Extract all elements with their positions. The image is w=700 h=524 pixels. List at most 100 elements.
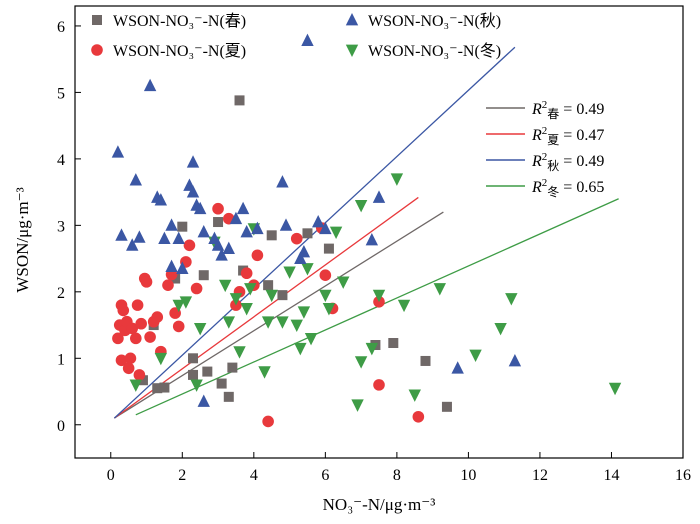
data-point-circle: [240, 267, 253, 280]
data-point-circle: [373, 379, 385, 391]
data-point-triangle-up: [236, 201, 250, 215]
data-point-square: [177, 221, 188, 232]
fit-legend: R2春 = 0.49 R2夏 = 0.47 R2秋 = 0.49 R2冬 = 0.65: [486, 99, 604, 199]
data-point-triangle-up: [133, 230, 146, 243]
data-point-circle: [212, 202, 224, 215]
data-point-triangle-down: [283, 266, 296, 279]
data-point-triangle-down: [179, 296, 193, 309]
data-point-triangle-down: [329, 226, 343, 239]
data-point-triangle-down: [608, 382, 622, 396]
data-point-triangle-up: [193, 201, 207, 215]
data-point-triangle-up: [154, 193, 168, 206]
data-point-triangle-down: [337, 276, 350, 289]
data-point-triangle-down: [505, 293, 518, 306]
legend-label: WSON-NO₃⁻-N(秋): [368, 12, 501, 30]
data-point-circle: [412, 410, 425, 423]
data-point-triangle-up: [115, 228, 128, 241]
data-point-triangle-down: [222, 316, 235, 329]
data-point-square: [188, 369, 199, 380]
data-point-square: [159, 382, 170, 393]
data-point-square: [266, 230, 277, 241]
data-point-triangle-down: [301, 263, 314, 276]
data-point-triangle-up: [508, 353, 522, 367]
data-point-triangle-up: [365, 232, 379, 246]
plot-frame: [74, 5, 684, 459]
data-point-circle: [133, 369, 146, 381]
data-point-square: [234, 95, 245, 106]
data-point-triangle-down: [265, 289, 278, 303]
data-point-square: [302, 228, 313, 239]
data-point-circle: [115, 354, 128, 367]
x-tick-label: 4: [250, 467, 258, 484]
data-point-square: [188, 353, 199, 364]
data-point-square: [137, 375, 148, 386]
fit-legend-label: R2秋 = 0.49: [531, 151, 604, 173]
data-point-triangle-up: [176, 261, 189, 274]
data-point-triangle-down: [365, 342, 379, 356]
y-axis-ticks: 0 1 2 3 4 5 6: [57, 19, 81, 435]
data-point-circle: [124, 352, 137, 365]
data-point-square: [323, 243, 334, 254]
data-point-square: [216, 378, 227, 389]
x-tick-label: 12: [532, 467, 548, 484]
data-point-triangle-up: [319, 221, 332, 235]
data-point-triangle-up: [312, 215, 325, 228]
x-tick-label: 16: [675, 467, 691, 484]
y-tick-label: 0: [57, 418, 65, 435]
data-point-square: [213, 217, 224, 228]
data-point-circle: [162, 279, 174, 291]
data-point-square: [198, 270, 209, 281]
x-axis-label: NO₃⁻-N/μg·m⁻³: [323, 495, 436, 514]
data-point-circle: [151, 311, 164, 323]
data-point-triangle-down: [240, 303, 253, 316]
y-tick-label: 2: [57, 285, 65, 302]
data-point-circle: [112, 332, 124, 345]
data-point-circle: [144, 331, 156, 343]
data-point-triangle-up: [279, 218, 293, 231]
y-tick-label: 4: [57, 152, 65, 169]
data-point-circle: [290, 232, 303, 245]
data-point-square: [202, 366, 213, 377]
data-point-triangle-down: [319, 289, 332, 303]
fit-legend-label: R2冬 = 0.65: [531, 177, 604, 199]
data-point-triangle-up: [451, 361, 464, 374]
fit-legend-label: R2春 = 0.49: [531, 99, 604, 121]
data-point-triangle-down: [408, 389, 421, 402]
y-tick-label: 3: [57, 218, 65, 235]
data-point-square: [420, 355, 431, 366]
x-tick-label: 6: [321, 467, 329, 484]
data-point-triangle-up: [186, 155, 200, 168]
data-point-triangle-down: [494, 322, 507, 336]
data-point-circle: [251, 249, 264, 262]
data-point-triangle-up: [186, 185, 200, 198]
x-tick-label: 2: [178, 467, 186, 484]
data-point-circle: [319, 269, 332, 282]
data-point-triangle-down: [219, 279, 232, 293]
data-point-triangle-up: [129, 173, 142, 186]
data-point-triangle-up: [158, 231, 171, 245]
x-tick-label: 8: [393, 467, 401, 484]
data-point-circle: [135, 317, 147, 330]
legend-label: WSON-NO₃⁻-N(冬): [368, 42, 501, 60]
data-points: [111, 33, 622, 428]
data-point-square: [263, 280, 274, 291]
data-point-triangle-down: [190, 379, 203, 392]
data-point-circle: [140, 276, 153, 288]
data-point-triangle-down: [172, 299, 185, 313]
data-point-triangle-up: [276, 175, 289, 188]
data-point-triangle-up: [143, 78, 157, 92]
data-point-triangle-down: [244, 283, 257, 296]
data-point-triangle-down: [351, 399, 364, 412]
data-point-triangle-up: [111, 145, 125, 158]
data-point-triangle-up: [372, 190, 386, 203]
data-point-triangle-down: [276, 316, 289, 329]
data-point-triangle-up: [126, 238, 139, 251]
data-point-circle: [183, 239, 196, 252]
data-point-triangle-up: [294, 251, 307, 264]
data-point-triangle-up: [197, 225, 210, 238]
data-point-triangle-up: [172, 231, 185, 245]
y-tick-label: 6: [57, 19, 65, 36]
data-point-triangle-down: [233, 346, 246, 359]
data-point-triangle-down: [129, 379, 142, 392]
